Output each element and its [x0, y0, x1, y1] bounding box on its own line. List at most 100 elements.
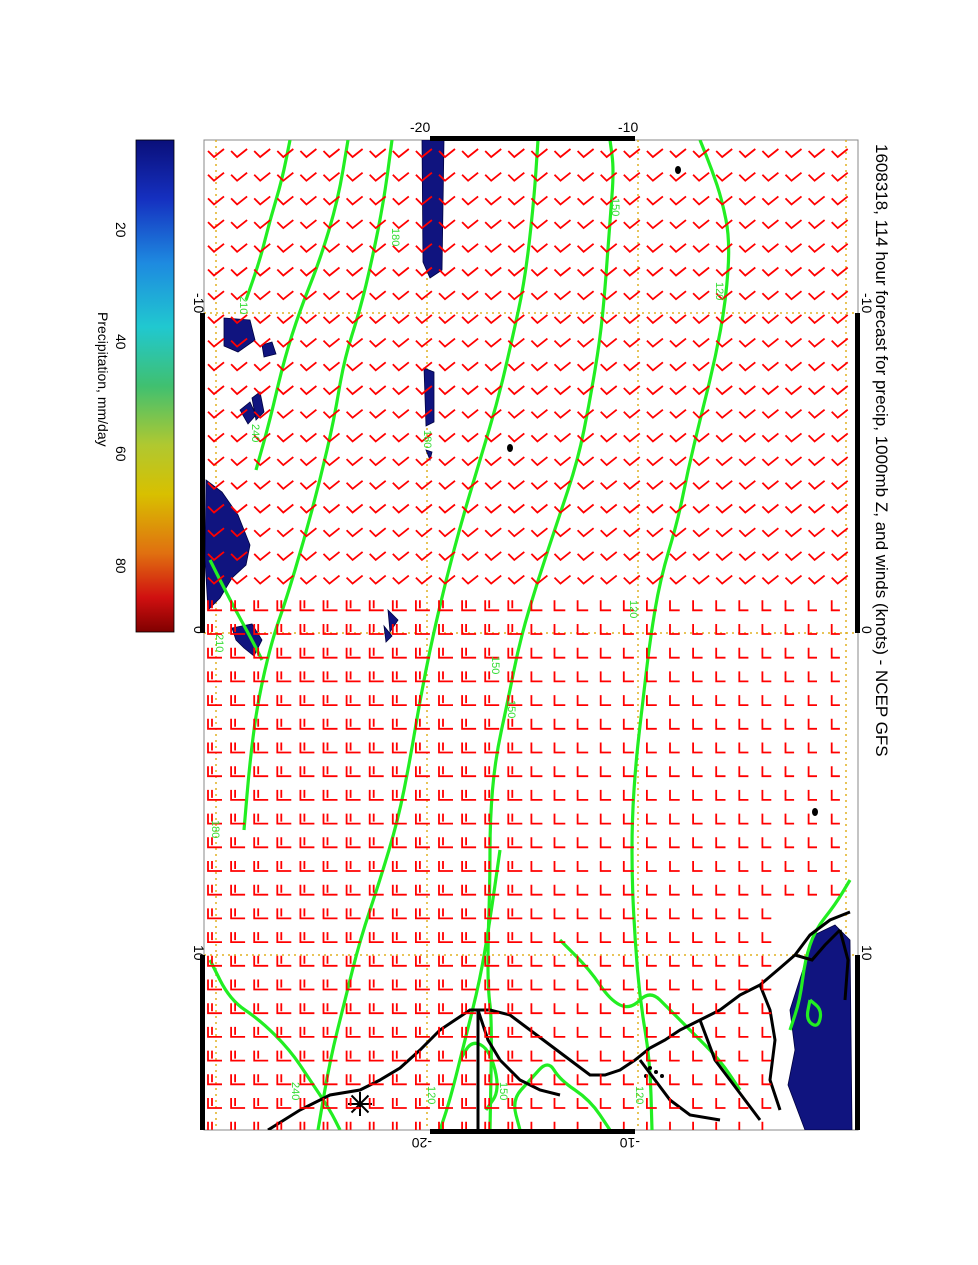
- wind-barb-419: [831, 480, 849, 491]
- wind-barb-127: [553, 243, 572, 254]
- wind-barb-480: [299, 551, 317, 562]
- wind-barb-827: [553, 837, 566, 849]
- contour-label-1: 150: [609, 198, 621, 216]
- wind-barb-943: [715, 932, 726, 943]
- wind-barb-653: [415, 695, 430, 706]
- wind-barb-444: [761, 503, 779, 514]
- wind-barb-408: [576, 480, 595, 491]
- wind-barb-922: [230, 932, 246, 943]
- wind-barb-565: [322, 624, 338, 635]
- wind-barb-562: [253, 624, 269, 635]
- wind-barb-762: [345, 789, 361, 801]
- wind-barb-731: [276, 766, 292, 778]
- wind-barb-170: [253, 290, 271, 301]
- wind-barb-103: [646, 219, 664, 230]
- wind-barb-346: [438, 432, 456, 443]
- wind-barb-497: [692, 551, 710, 562]
- wind-barb-868: [207, 884, 222, 896]
- contour-line-7: [438, 849, 502, 1130]
- wind-barb-221: [784, 314, 803, 325]
- wind-barb-182: [530, 290, 548, 301]
- wind-barb-702: [253, 742, 269, 754]
- wind-barb-1107: [461, 1098, 477, 1109]
- wind-barb-472: [761, 527, 779, 538]
- wind-barb-1102: [345, 1098, 361, 1109]
- wind-barb-580: [669, 624, 680, 635]
- wind-barb-903: [368, 908, 384, 920]
- wind-barb-1075: [299, 1074, 315, 1086]
- wind-barb-207: [461, 314, 479, 325]
- wind-barb-683: [461, 718, 477, 730]
- wind-barb-1060: [530, 1050, 543, 1062]
- wind-barb-515: [461, 574, 479, 585]
- colorbar: 20 40 60 80 Precipitation, mm/day: [95, 139, 175, 633]
- wind-barb-806: [715, 813, 726, 825]
- wind-barb-855: [553, 861, 566, 872]
- coast-line-2: [476, 1009, 561, 1097]
- precip-blob-1: [223, 317, 256, 353]
- wind-barb-664: [669, 695, 680, 706]
- wind-barb-432: [484, 503, 502, 514]
- wind-barb-269: [600, 361, 618, 372]
- wind-barb-356: [669, 432, 687, 443]
- wind-barb-561: [230, 624, 246, 635]
- wind-barb-741: [507, 766, 523, 778]
- wind-barb-1057: [461, 1050, 477, 1062]
- wind-barb-797: [507, 813, 523, 825]
- wind-barb-742: [530, 766, 543, 778]
- wind-barb-608: [669, 647, 680, 659]
- wind-barb-597: [415, 647, 430, 659]
- wind-barb-722: [715, 742, 726, 754]
- wind-barb-17: [600, 148, 618, 159]
- wind-barb-595: [368, 647, 384, 659]
- wind-barb-188: [669, 290, 687, 301]
- wind-barb-625: [415, 671, 430, 683]
- wind-barb-767: [461, 789, 477, 801]
- wind-barb-892: [761, 884, 772, 896]
- precip-blob-9: [387, 608, 399, 634]
- wind-barb-342: [345, 432, 364, 443]
- wind-barb-1011: [553, 1003, 566, 1015]
- wind-barb-91: [369, 219, 387, 230]
- wind-barb-447: [831, 503, 849, 514]
- wind-barb-545: [507, 600, 523, 612]
- wind-barb-1121: [207, 1121, 213, 1130]
- contour-label-8: 120: [633, 1086, 645, 1104]
- wind-barb-559: [830, 600, 840, 612]
- precip-blob-7: [204, 479, 251, 611]
- wind-barb-589: [230, 647, 246, 659]
- wind-barb-120: [392, 243, 410, 254]
- wind-barb-509: [322, 574, 341, 585]
- wind-barb-631: [553, 671, 566, 683]
- wind-barb-1117: [692, 1098, 703, 1109]
- wind-barb-368: [299, 456, 317, 467]
- wind-barb-233: [415, 337, 433, 348]
- wind-barb-754: [807, 766, 817, 778]
- wind-barb-1132: [461, 1121, 467, 1130]
- wind-barb-849: [415, 861, 430, 872]
- wind-barb-794: [438, 813, 453, 825]
- wind-barb-862: [715, 861, 726, 872]
- wind-barb-873: [322, 884, 338, 896]
- wind-barb-375: [461, 456, 479, 467]
- wind-barb-4: [299, 148, 317, 159]
- wind-barb-650: [345, 695, 361, 706]
- wind-barb-833: [692, 837, 703, 849]
- wind-barb-434: [530, 503, 548, 514]
- wind-barb-98: [530, 219, 548, 230]
- wind-barb-77: [692, 195, 710, 206]
- wind-barb-328: [669, 408, 687, 419]
- wind-barb-968: [715, 955, 726, 967]
- wind-barb-750: [715, 766, 726, 778]
- wind-barb-788: [299, 813, 315, 825]
- wind-barb-752: [761, 766, 772, 778]
- wind-barb-393: [230, 480, 248, 491]
- wind-barb-568: [391, 624, 407, 635]
- wind-barb-666: [715, 695, 726, 706]
- wind-barb-733: [322, 766, 338, 778]
- wind-barb-21: [692, 148, 710, 159]
- wind-barb-161: [692, 266, 710, 277]
- wind-barb-817: [322, 837, 338, 849]
- wind-barb-290: [438, 385, 456, 396]
- wind-barb-58: [253, 195, 271, 206]
